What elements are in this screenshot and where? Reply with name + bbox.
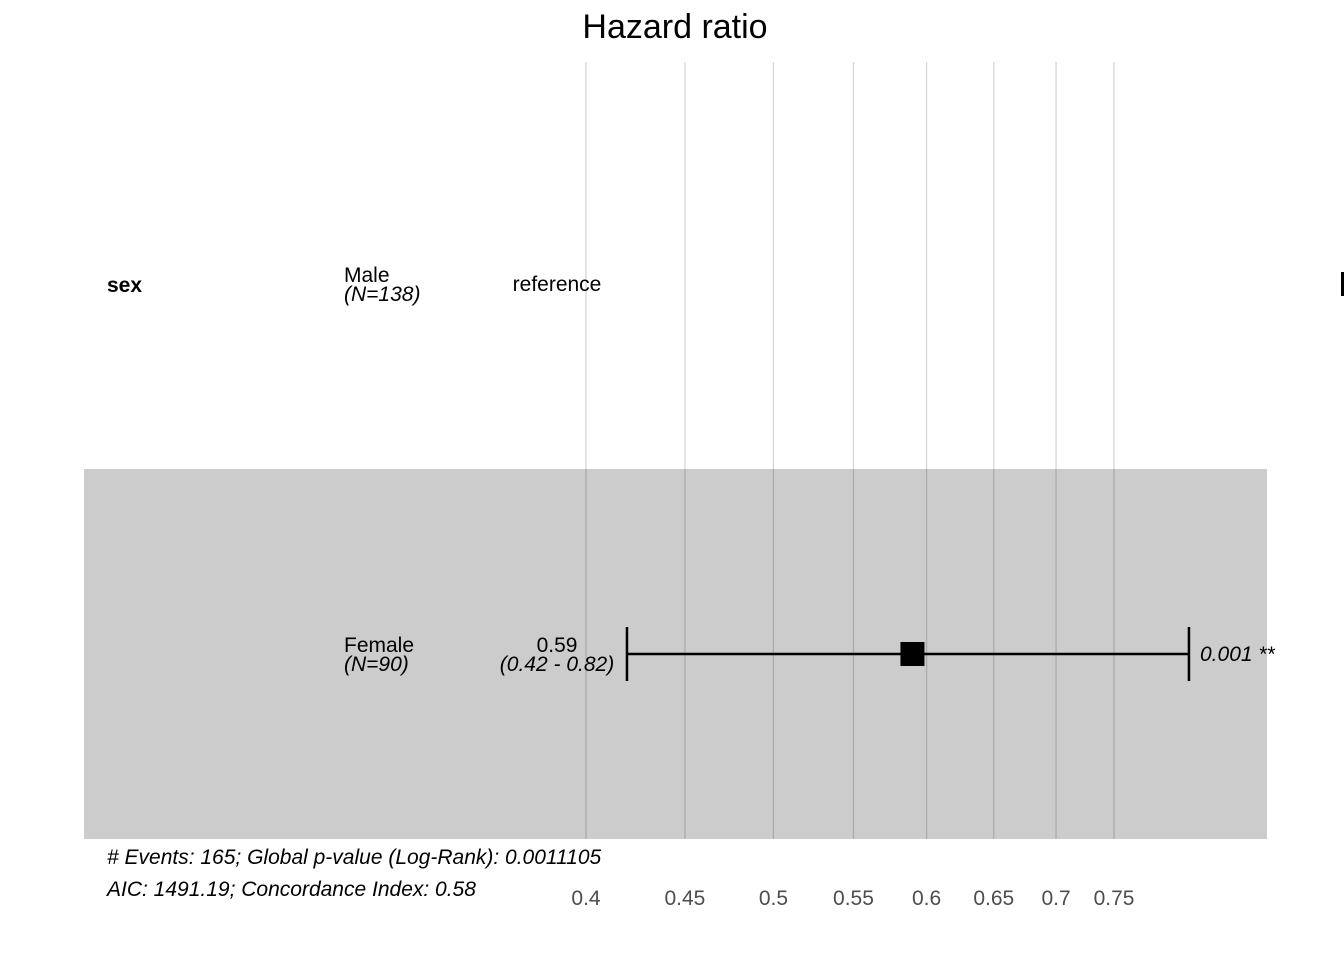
x-tick-label: 0.55 xyxy=(833,887,874,910)
hr-point-female xyxy=(900,642,925,666)
estimate-label-male: reference xyxy=(512,273,602,296)
p-value-label-female: 0.001 ** xyxy=(1200,643,1275,666)
level-label-male: Male xyxy=(344,264,390,287)
gridlines xyxy=(585,62,1115,839)
x-tick-label: 0.65 xyxy=(973,887,1015,910)
estimate-marks xyxy=(625,627,1191,681)
footnote-aic: AIC: 1491.19; Concordance Index: 0.58 xyxy=(107,878,476,901)
edge-mark xyxy=(1341,272,1344,296)
footnote-events: # Events: 165; Global p-value (Log-Rank)… xyxy=(107,846,602,869)
ci-label-female: (0.42 - 0.82) xyxy=(499,653,615,676)
x-tick-label: 0.6 xyxy=(911,887,942,910)
x-tick-label: 0.75 xyxy=(1093,887,1135,910)
chart-title: Hazard ratio xyxy=(582,8,768,46)
n-label-female: (N=90) xyxy=(344,653,409,676)
variable-label: sex xyxy=(107,274,143,297)
x-tick-label: 0.5 xyxy=(758,887,789,910)
estimate-label-female: 0.59 xyxy=(536,634,578,657)
x-tick-label: 0.4 xyxy=(571,887,601,910)
n-label-male: (N=138) xyxy=(344,283,421,306)
x-tick-label: 0.7 xyxy=(1041,887,1071,910)
x-tick-label: 0.45 xyxy=(664,887,706,910)
level-label-female: Female xyxy=(344,634,415,657)
